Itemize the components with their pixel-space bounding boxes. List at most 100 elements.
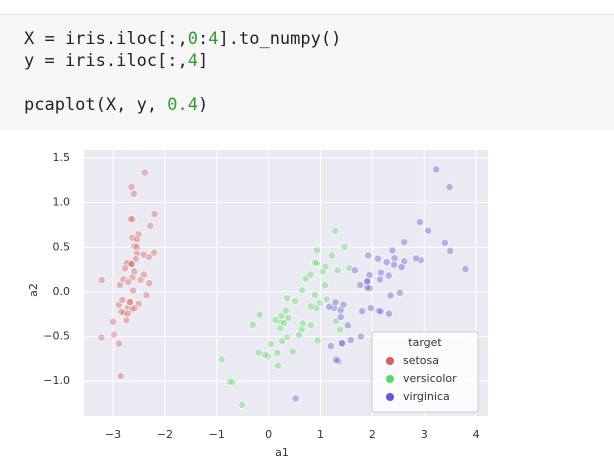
point (267, 340, 275, 348)
point (271, 316, 280, 324)
point (123, 309, 132, 318)
point (313, 336, 322, 345)
point (318, 267, 327, 276)
point (356, 280, 365, 289)
point (339, 300, 348, 309)
point (280, 319, 289, 327)
point (127, 260, 136, 268)
legend-box (371, 331, 479, 413)
point (321, 262, 330, 271)
point (130, 267, 139, 276)
code-cell[interactable]: X = iris.iloc[:,0:4].to_numpy() y = iris.… (0, 14, 614, 130)
point (283, 294, 292, 302)
point (140, 168, 149, 177)
point (336, 313, 345, 322)
legend-title: target (408, 336, 442, 349)
point (343, 321, 352, 330)
point (440, 238, 449, 247)
point (322, 295, 331, 304)
point (131, 255, 140, 263)
point (217, 355, 226, 364)
point (283, 333, 292, 341)
code-line: pcaplot(X, y, 0.4) (24, 94, 614, 116)
point (134, 300, 143, 308)
point (118, 295, 127, 304)
point (446, 246, 455, 255)
point (310, 291, 319, 299)
point (298, 286, 306, 295)
point (109, 317, 118, 326)
point (133, 243, 141, 251)
code-token: : (198, 29, 209, 49)
point (375, 275, 384, 284)
code-line: y = iris.iloc[:,4] (24, 50, 614, 72)
y-tick-label: 0.5 (53, 240, 71, 253)
point (228, 378, 236, 387)
x-tick-label: 2 (369, 428, 376, 441)
point (127, 182, 136, 191)
point (124, 278, 133, 286)
point (306, 270, 315, 279)
code-token: y = iris.iloc[:, (24, 51, 188, 71)
point (331, 298, 340, 307)
code-token: pcaplot(X, y, (24, 95, 168, 115)
point (326, 342, 335, 350)
point (376, 307, 385, 316)
x-tick-label: −1 (209, 428, 225, 441)
point (340, 243, 349, 251)
point (150, 210, 159, 218)
point (346, 336, 355, 345)
point (115, 339, 123, 348)
code-token: ].to_numpy() (218, 29, 342, 49)
point (281, 306, 290, 315)
point (110, 330, 118, 339)
point (327, 251, 336, 260)
legend-label: setosa (403, 354, 439, 367)
code-token: ] (198, 51, 209, 71)
point (332, 355, 340, 364)
point (122, 316, 131, 325)
point (388, 246, 397, 255)
legend-label: virginica (403, 390, 450, 403)
legend-label: versicolor (403, 372, 457, 385)
point (126, 298, 134, 307)
x-tick-label: 1 (317, 428, 324, 441)
point (461, 265, 470, 273)
point (116, 372, 125, 380)
x-tick-label: −3 (105, 428, 121, 441)
point (150, 248, 158, 257)
point (291, 297, 300, 306)
point (311, 258, 320, 267)
point (288, 347, 297, 356)
point (358, 307, 367, 316)
y-axis-label: a2 (27, 283, 40, 297)
point (306, 302, 315, 311)
point (116, 281, 124, 289)
point (400, 238, 409, 247)
code-token: ) (198, 95, 209, 115)
point (127, 215, 136, 223)
point (333, 266, 342, 275)
point (432, 165, 441, 174)
point (350, 266, 359, 275)
point (424, 226, 433, 235)
point (142, 291, 151, 300)
code-token: 0.4 (167, 95, 199, 115)
y-tick-label: −0.5 (43, 330, 70, 343)
x-tick-label: 3 (421, 428, 428, 441)
point (298, 319, 307, 328)
point (130, 189, 138, 198)
point (121, 264, 129, 273)
point (132, 235, 141, 244)
point (254, 348, 263, 357)
point (382, 258, 391, 267)
code-token: 4 (208, 29, 219, 49)
point (395, 288, 404, 297)
point (128, 215, 137, 224)
y-tick-label: 0.0 (53, 285, 71, 298)
point (255, 310, 264, 319)
point (321, 281, 329, 290)
point (139, 250, 148, 259)
point (386, 291, 395, 300)
